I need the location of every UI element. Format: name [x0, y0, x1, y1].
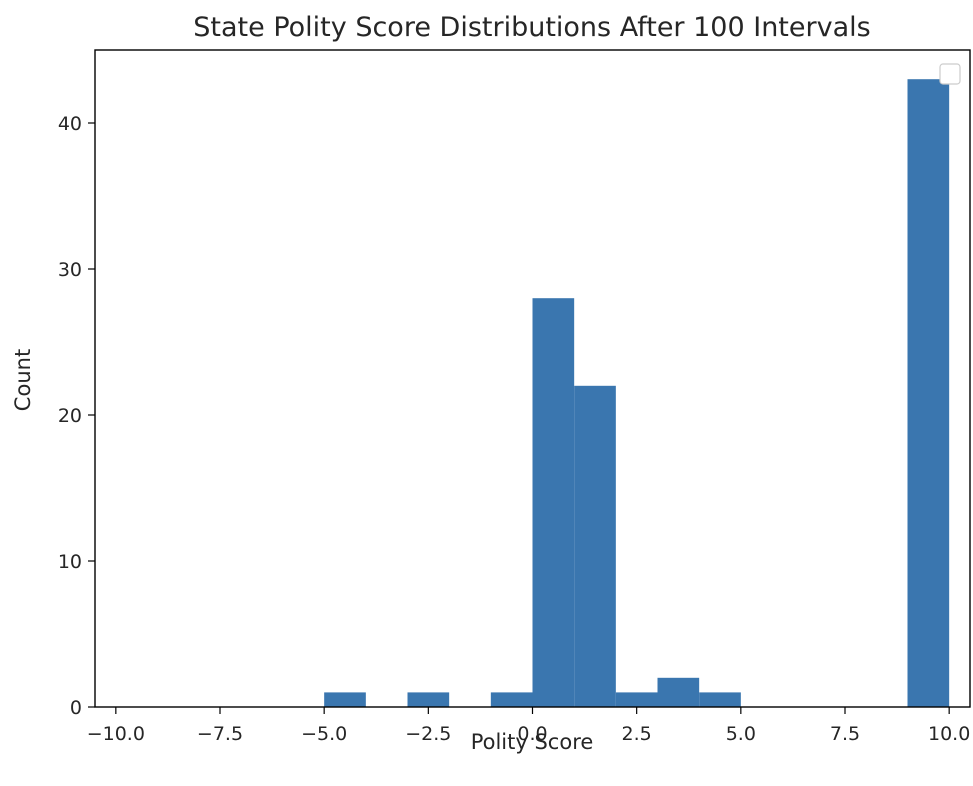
x-axis-label: Polity Score: [471, 730, 594, 754]
histogram-bar: [907, 79, 950, 707]
x-tick-label: 2.5: [622, 723, 652, 745]
x-tick-label: 7.5: [830, 723, 860, 745]
histogram-bar: [657, 677, 700, 707]
y-tick-label: 30: [58, 259, 82, 281]
histogram-bar: [699, 692, 741, 707]
y-axis-label: Count: [11, 349, 35, 411]
x-tick-label: 10.0: [928, 723, 970, 745]
x-tick-label: −2.5: [405, 723, 451, 745]
legend-box: [939, 63, 961, 85]
x-tick-label: 0.0: [517, 723, 547, 745]
x-axis-ticks: −10.0 −7.5 −5.0 −2.5 0.0 2.5 5.0 7.5 10.0: [87, 707, 970, 745]
y-tick-label: 10: [58, 551, 82, 573]
histogram-bar: [532, 298, 575, 707]
x-tick-label: −5.0: [301, 723, 347, 745]
chart-title: State Polity Score Distributions After 1…: [193, 12, 870, 43]
histogram-bar: [407, 692, 450, 707]
y-axis-ticks: 0 10 20 30 40: [58, 113, 95, 719]
histogram-bar: [490, 692, 533, 707]
histogram-bar: [324, 692, 366, 707]
histogram-bar: [574, 385, 616, 707]
y-tick-label: 20: [58, 405, 82, 427]
x-tick-label: −10.0: [87, 723, 145, 745]
x-tick-label: 5.0: [726, 723, 756, 745]
x-tick-label: −7.5: [197, 723, 243, 745]
histogram-bar: [615, 692, 658, 707]
bars-group: [324, 79, 950, 707]
y-tick-label: 0: [70, 697, 82, 719]
y-tick-label: 40: [58, 113, 82, 135]
